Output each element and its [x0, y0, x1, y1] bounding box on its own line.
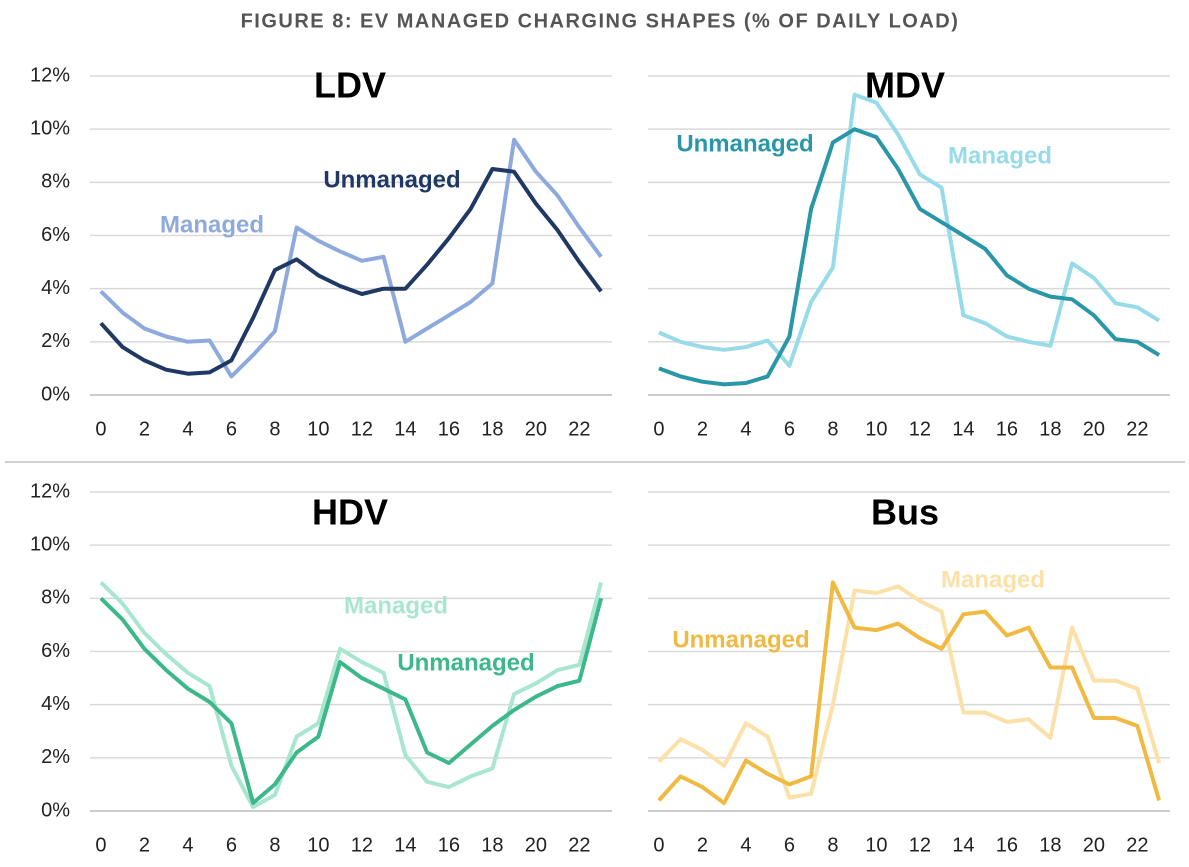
panel-title: HDV — [312, 492, 388, 533]
x-tick-label: 18 — [481, 834, 503, 856]
y-tick-label: 10% — [30, 533, 70, 555]
series-label: Managed — [948, 142, 1052, 169]
x-tick-label: 12 — [351, 834, 373, 856]
x-tick-label: 20 — [1083, 834, 1105, 856]
x-tick-label: 12 — [351, 418, 373, 440]
y-tick-label: 8% — [41, 587, 70, 609]
x-tick-label: 16 — [438, 418, 460, 440]
x-tick-label: 6 — [226, 834, 237, 856]
series-line — [99, 167, 603, 376]
series-line — [99, 137, 603, 379]
x-tick-label: 14 — [394, 834, 416, 856]
x-tick-label: 20 — [525, 834, 547, 856]
x-tick-label: 10 — [865, 418, 887, 440]
series-line — [657, 580, 1162, 805]
x-tick-label: 4 — [740, 418, 751, 440]
x-tick-label: 14 — [952, 418, 974, 440]
series-line — [658, 92, 1161, 368]
x-tick-label: 18 — [1039, 418, 1061, 440]
x-tick-label: 12 — [909, 418, 931, 440]
y-tick-label: 6% — [41, 640, 70, 662]
x-tick-label: 16 — [996, 834, 1018, 856]
x-tick-label: 22 — [1126, 418, 1148, 440]
x-tick-label: 16 — [438, 834, 460, 856]
x-tick-label: 20 — [525, 418, 547, 440]
x-tick-label: 10 — [865, 834, 887, 856]
x-tick-label: 2 — [697, 834, 708, 856]
series-label: Managed — [344, 592, 448, 619]
x-tick-label: 0 — [95, 834, 106, 856]
x-tick-label: 6 — [784, 834, 795, 856]
y-tick-label: 4% — [41, 277, 70, 299]
x-tick-label: 10 — [307, 834, 329, 856]
x-tick-label: 4 — [740, 834, 751, 856]
x-tick-label: 8 — [269, 834, 280, 856]
y-tick-label: 12% — [30, 480, 70, 502]
series-label: Managed — [941, 566, 1045, 593]
x-tick-label: 16 — [996, 418, 1018, 440]
x-tick-label: 14 — [394, 418, 416, 440]
y-tick-label: 12% — [30, 64, 70, 86]
y-tick-label: 2% — [41, 330, 70, 352]
series-line — [657, 584, 1162, 800]
panel-title: MDV — [865, 65, 945, 106]
x-tick-label: 2 — [139, 418, 150, 440]
series-line — [658, 127, 1161, 387]
panel-title: LDV — [314, 65, 386, 106]
x-tick-label: 4 — [182, 418, 193, 440]
series-label: Managed — [160, 211, 264, 238]
series-line — [99, 596, 604, 805]
figure-title: FIGURE 8: EV MANAGED CHARGING SHAPES (% … — [241, 10, 960, 32]
series-label: Unmanaged — [672, 626, 809, 653]
series-label: Unmanaged — [676, 130, 813, 157]
series-label: Unmanaged — [397, 649, 534, 676]
x-tick-label: 6 — [784, 418, 795, 440]
y-tick-label: 6% — [41, 224, 70, 246]
x-tick-label: 18 — [481, 418, 503, 440]
y-tick-label: 0% — [41, 799, 70, 821]
x-tick-label: 6 — [226, 418, 237, 440]
x-tick-label: 18 — [1039, 834, 1061, 856]
y-tick-label: 4% — [41, 693, 70, 715]
x-tick-label: 0 — [653, 834, 664, 856]
x-tick-label: 10 — [307, 418, 329, 440]
series-line — [99, 580, 604, 809]
x-tick-label: 4 — [182, 834, 193, 856]
x-tick-label: 12 — [909, 834, 931, 856]
x-tick-label: 8 — [827, 834, 838, 856]
x-tick-label: 22 — [1126, 834, 1148, 856]
panel-title: Bus — [871, 492, 939, 533]
x-tick-label: 20 — [1083, 418, 1105, 440]
y-tick-label: 0% — [41, 383, 70, 405]
x-tick-label: 8 — [269, 418, 280, 440]
x-tick-label: 22 — [568, 834, 590, 856]
y-tick-label: 10% — [30, 117, 70, 139]
series-label: Unmanaged — [323, 166, 460, 193]
x-tick-label: 14 — [952, 834, 974, 856]
x-tick-label: 0 — [95, 418, 106, 440]
x-tick-label: 0 — [653, 418, 664, 440]
x-tick-label: 22 — [568, 418, 590, 440]
x-tick-label: 2 — [139, 834, 150, 856]
x-tick-label: 2 — [697, 418, 708, 440]
y-tick-label: 2% — [41, 746, 70, 768]
x-tick-label: 8 — [827, 418, 838, 440]
y-tick-label: 8% — [41, 171, 70, 193]
